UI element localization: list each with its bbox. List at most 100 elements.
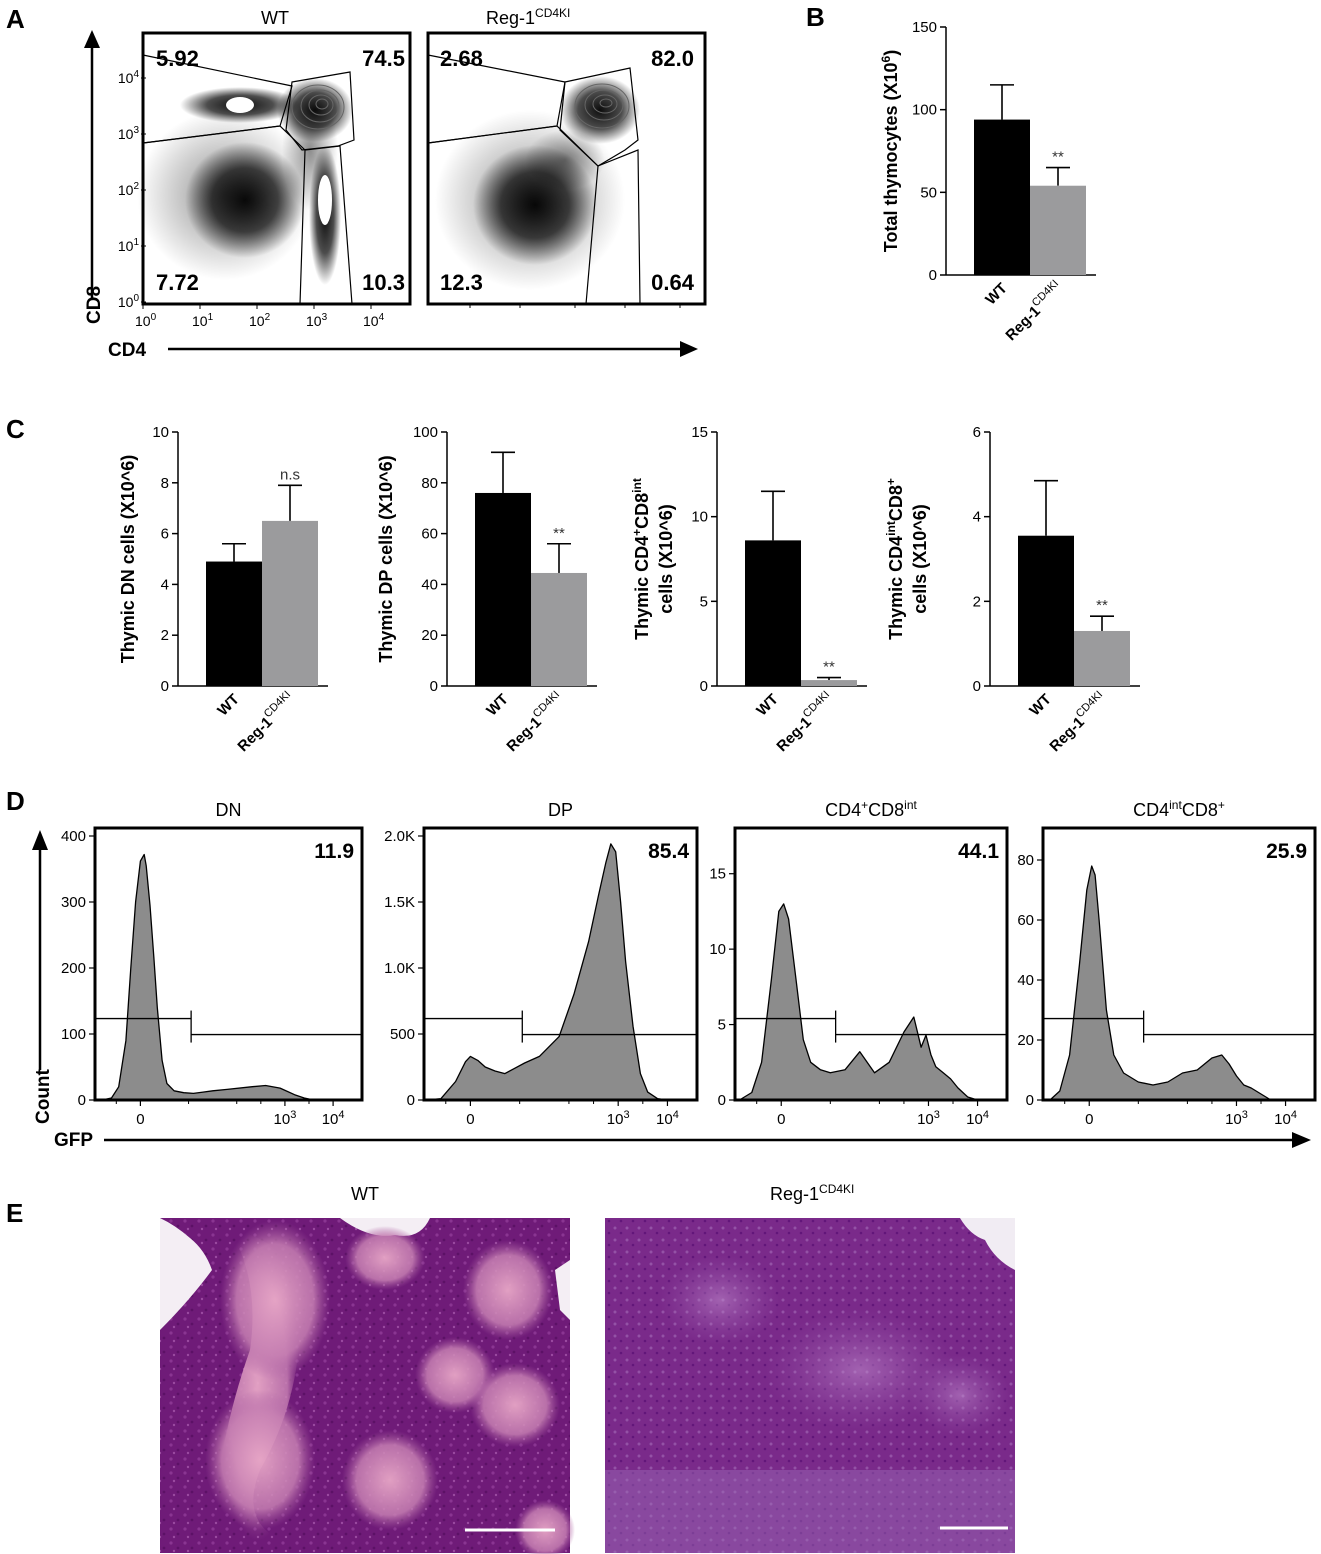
x-tick-label: 103 xyxy=(274,1109,297,1128)
histogram-area xyxy=(738,903,979,1101)
category-label: Reg-1CD4KI xyxy=(1000,278,1067,345)
y-tick-label: 200 xyxy=(61,960,86,977)
a-y-tick-label: 100 xyxy=(118,293,140,310)
y-tick-label: 50 xyxy=(920,184,937,201)
y-tick-label: 1.0K xyxy=(384,960,415,977)
y-axis-title-line2: cells (X10^6) xyxy=(656,504,676,614)
a-x-tick-label: 100 xyxy=(135,312,157,329)
panel-letter-c: C xyxy=(6,414,25,444)
y-tick-label: 0 xyxy=(700,678,708,695)
bar xyxy=(745,540,801,686)
chart-c2: 0 20 40 60 80 100 WT ** Reg-1CD4KI Thymic DP cell… xyxy=(376,424,597,755)
panel-a-y-ticks: 100 101 102 103 104 xyxy=(118,69,146,310)
y-tick-label: 15 xyxy=(691,424,708,441)
y-tick-label: 60 xyxy=(1017,912,1034,929)
category-label: WT xyxy=(483,691,512,720)
wt-quadrant-br: 10.3 xyxy=(362,270,405,295)
chart-d3: 44.1 CD4+CD8int 0 5 10 15 0 103 104 xyxy=(709,798,1009,1128)
y-tick-label: 300 xyxy=(61,894,86,911)
significance-label: ** xyxy=(823,659,835,676)
y-tick-label: 40 xyxy=(1017,972,1034,989)
y-tick-label: 500 xyxy=(390,1026,415,1043)
histogram-title: CD4intCD8+ xyxy=(1133,798,1225,820)
significance-label: ** xyxy=(1052,149,1064,166)
panel-letter-e: E xyxy=(6,1198,23,1228)
wt-quadrant-tl: 5.92 xyxy=(156,46,199,71)
y-tick-label: 2.0K xyxy=(384,828,415,845)
y-tick-label: 0 xyxy=(1026,1092,1034,1109)
x-tick-label: 104 xyxy=(1274,1109,1297,1128)
panel-d-x-label: GFP xyxy=(54,1130,93,1151)
y-tick-label: 4 xyxy=(973,509,981,526)
a-y-tick-label: 104 xyxy=(118,69,140,86)
panel-e-wt-title: WT xyxy=(351,1184,379,1204)
bar xyxy=(531,572,587,686)
ko-quadrant-br: 0.64 xyxy=(651,270,695,295)
y-tick-label: 60 xyxy=(421,526,438,543)
ko-quadrant-tr: 82.0 xyxy=(651,46,694,71)
y-axis-title-line2: cells (X10^6) xyxy=(910,504,930,614)
y-tick-label: 400 xyxy=(61,828,86,845)
bar xyxy=(262,520,318,686)
category-label: WT xyxy=(214,691,243,720)
panel-a-x-label: CD4 xyxy=(108,340,146,361)
a-y-tick-label: 103 xyxy=(118,125,140,142)
chart-d2: 85.4 DP 0 500 1.0K 1.5K 2.0K 0 103 104 xyxy=(384,800,699,1128)
significance-label: ** xyxy=(1096,597,1108,614)
y-tick-label: 6 xyxy=(161,526,169,543)
histogram-frame xyxy=(422,826,699,1102)
y-axis-title: Thymic DP cells (X10^6) xyxy=(376,455,396,662)
y-tick-label: 100 xyxy=(61,1026,86,1043)
y-tick-label: 100 xyxy=(413,424,438,441)
panel-a-x-ticks: 100 101 102 103 104 xyxy=(135,304,681,329)
gate-percent: 85.4 xyxy=(648,840,689,863)
significance-label: n.s xyxy=(280,466,300,483)
y-tick-label: 0 xyxy=(430,678,438,695)
bar xyxy=(1018,535,1074,686)
bar xyxy=(801,680,857,686)
bar xyxy=(1074,630,1130,686)
category-label: Reg-1CD4KI xyxy=(232,689,299,756)
y-tick-label: 0 xyxy=(973,678,981,695)
ko-quadrant-bl: 12.3 xyxy=(440,270,483,295)
category-label: Reg-1CD4KI xyxy=(771,689,838,756)
x-tick-label: 0 xyxy=(136,1111,144,1128)
category-label: Reg-1CD4KI xyxy=(1044,689,1111,756)
histogram-title: DN xyxy=(216,800,242,820)
x-tick-label: 0 xyxy=(1085,1111,1093,1128)
panel-d-y-arrow xyxy=(32,830,48,1070)
panel-letter-d: D xyxy=(6,786,25,816)
y-axis-title: Thymic DN cells (X10^6) xyxy=(118,455,138,664)
panel-e-wt-micrograph xyxy=(160,1218,575,1554)
a-y-tick-label: 102 xyxy=(118,181,140,198)
a-x-tick-label: 101 xyxy=(192,312,214,329)
panel-letter-b: B xyxy=(806,2,825,32)
panel-e-ko-micrograph xyxy=(605,1218,1015,1553)
y-tick-label: 0 xyxy=(407,1092,415,1109)
y-tick-label: 150 xyxy=(912,19,937,36)
y-tick-label: 10 xyxy=(691,509,708,526)
panel-a-ko-title: Reg-1CD4KI xyxy=(486,6,570,28)
histogram-area xyxy=(425,843,669,1101)
x-tick-label: 104 xyxy=(656,1109,679,1128)
a-x-tick-label: 104 xyxy=(363,312,385,329)
panel-a-ko-dotplot xyxy=(426,31,707,306)
y-tick-label: 40 xyxy=(421,576,438,593)
y-tick-label: 0 xyxy=(161,678,169,695)
y-tick-label: 0 xyxy=(718,1092,726,1109)
y-tick-label: 5 xyxy=(700,593,708,610)
bar xyxy=(475,492,531,686)
x-tick-label: 0 xyxy=(777,1111,785,1128)
chart-d4: 25.9 CD4intCD8+ 0 20 40 60 80 0 103 104 xyxy=(1017,798,1317,1128)
y-tick-label: 100 xyxy=(912,102,937,119)
panel-a-x-arrow xyxy=(168,341,698,357)
bar xyxy=(206,561,262,686)
panel-e-ko-title: Reg-1CD4KI xyxy=(770,1182,854,1204)
y-tick-label: 0 xyxy=(929,267,937,284)
histogram-area xyxy=(1049,865,1287,1101)
wt-quadrant-bl: 7.72 xyxy=(156,270,199,295)
panel-d-x-arrow xyxy=(104,1132,1311,1148)
y-tick-label: 10 xyxy=(709,941,726,958)
ko-quadrant-tl: 2.68 xyxy=(440,46,483,71)
